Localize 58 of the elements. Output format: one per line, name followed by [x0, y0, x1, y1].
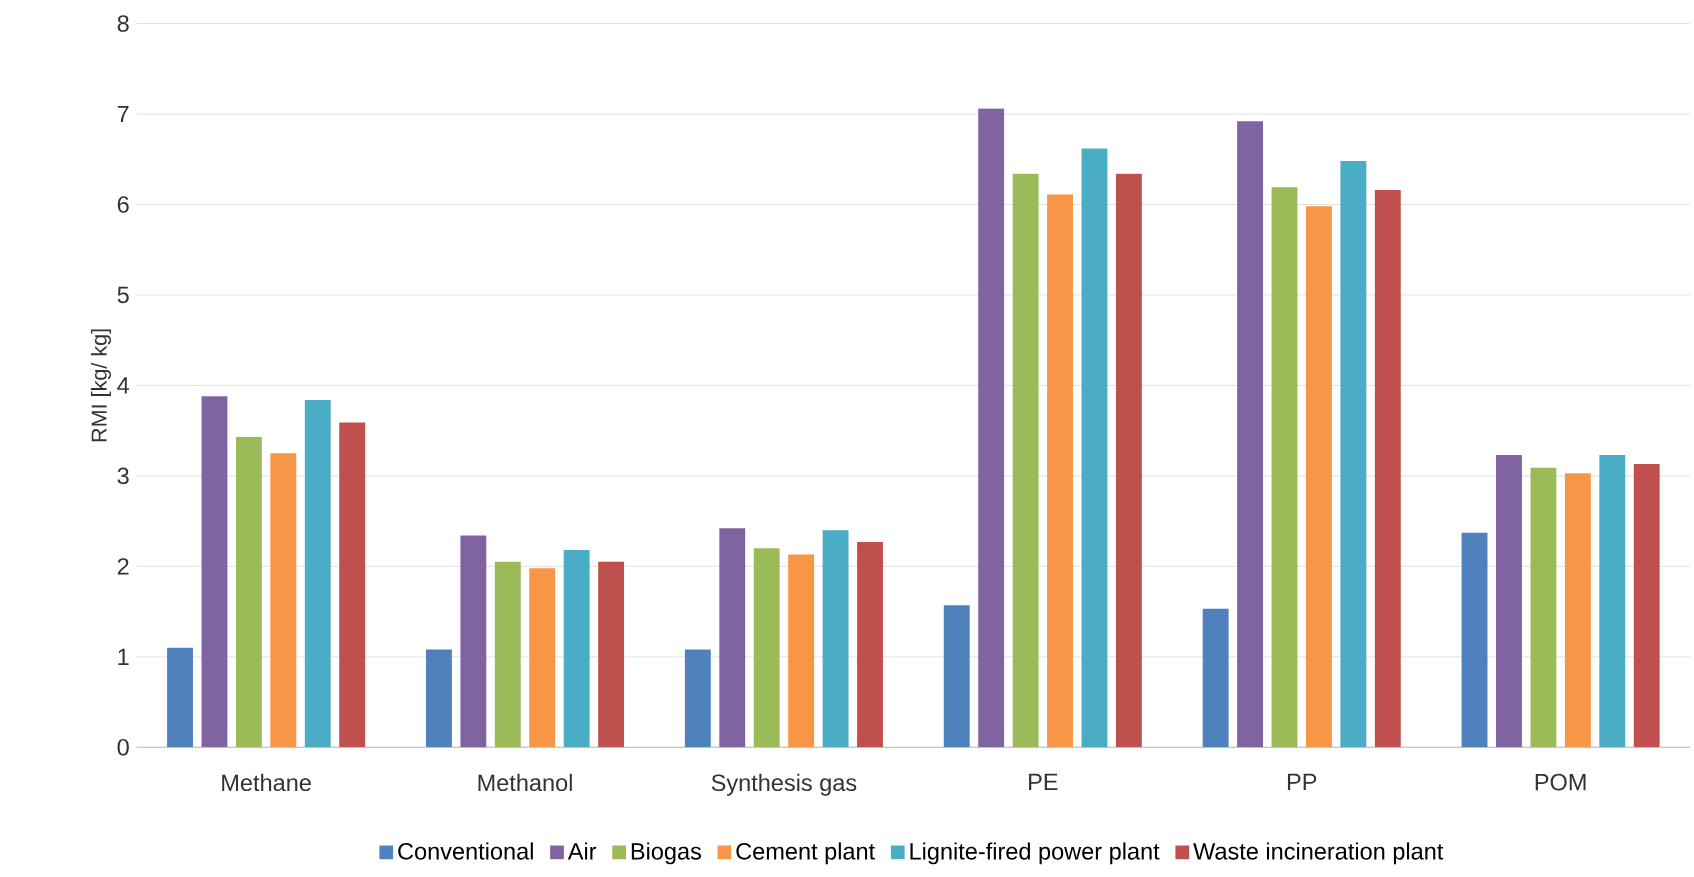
bar: [339, 422, 366, 748]
x-tick-label: Methane: [222, 773, 311, 792]
legend-label: Waste incineration plant: [1193, 842, 1444, 865]
bar: [1530, 467, 1557, 748]
legend-label: Biogas: [631, 842, 702, 865]
bar: [1633, 464, 1660, 748]
bar: [425, 649, 452, 748]
bar: [1012, 173, 1039, 748]
bar: [978, 108, 1005, 748]
bar: [460, 535, 487, 748]
legend-label: Cement plant: [736, 842, 875, 865]
bar: [1115, 173, 1142, 748]
y-tick-label: 3: [117, 467, 129, 485]
bar: [235, 437, 262, 748]
bar: [788, 554, 815, 748]
bar: [684, 649, 711, 748]
bar: [1496, 455, 1522, 748]
bar: [270, 453, 297, 748]
y-axis-title: RMI [kg/ kg]: [90, 329, 111, 442]
bar: [1202, 608, 1229, 748]
bar: [1340, 161, 1367, 748]
bar: [943, 605, 970, 748]
x-tick-label: PE: [1029, 773, 1058, 791]
legend-label: Lignite-fired power plant: [910, 842, 1160, 865]
y-tick-label: 2: [117, 558, 129, 575]
x-tick-label: Methanol: [478, 773, 572, 792]
y-tick-label: 4: [117, 377, 130, 394]
bar: [529, 568, 556, 748]
bar: [1081, 148, 1108, 748]
y-tick-label: 8: [117, 15, 129, 32]
x-tick-label: POM: [1535, 773, 1586, 791]
legend-label: Conventional: [398, 842, 533, 860]
bar: [1306, 206, 1332, 748]
bar: [598, 561, 625, 748]
bar: [1237, 121, 1264, 748]
y-tick-label: 1: [118, 648, 129, 666]
y-tick-label: 0: [117, 739, 129, 756]
bar: [563, 550, 590, 748]
x-tick-label: PP: [1287, 773, 1317, 791]
bar: [1374, 190, 1401, 748]
bar: [304, 400, 331, 748]
bar: [1047, 194, 1073, 748]
bar: [494, 561, 521, 748]
legend-label: Air: [567, 842, 597, 860]
y-tick-label: 7: [117, 106, 129, 123]
bar: [1271, 187, 1298, 748]
x-tick-label: Synthesis gas: [711, 773, 857, 796]
bar: [857, 542, 883, 748]
y-tick-label: 5: [117, 286, 129, 304]
bar: [201, 396, 228, 748]
bar: [1461, 533, 1488, 748]
bar: [822, 530, 849, 748]
bar: [167, 647, 193, 748]
bar: [1564, 473, 1591, 748]
bar: [719, 528, 746, 748]
bar: [753, 548, 780, 748]
y-tick-label: 6: [117, 196, 129, 213]
bar: [1599, 455, 1626, 748]
